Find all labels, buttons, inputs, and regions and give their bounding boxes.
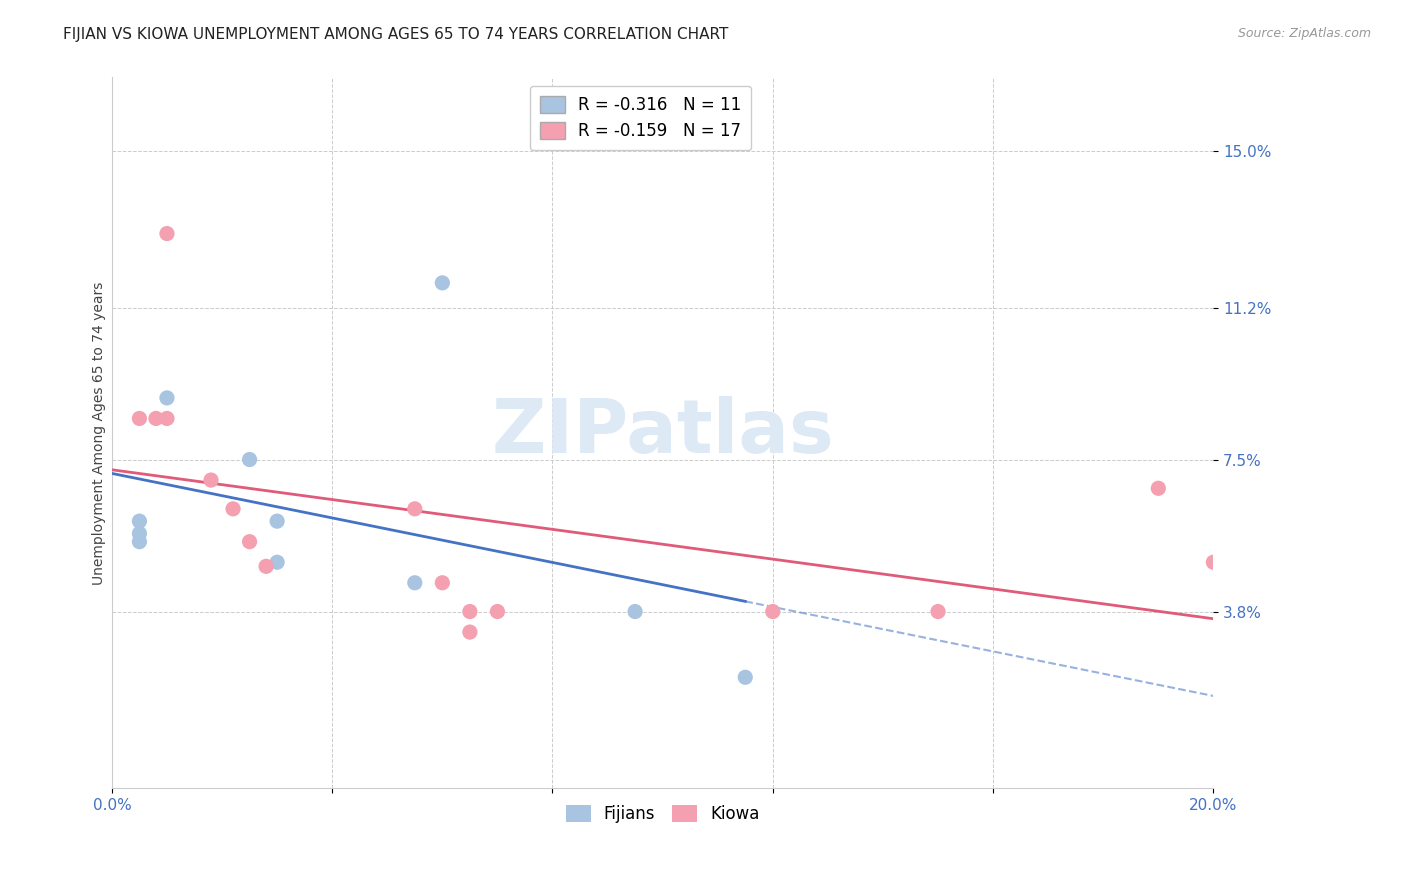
Point — [1147, 481, 1170, 495]
Point — [254, 559, 277, 574]
Point — [128, 411, 150, 425]
Point — [432, 276, 454, 290]
Point — [128, 526, 150, 541]
Point — [624, 605, 647, 619]
Point — [404, 575, 426, 590]
Point — [156, 391, 179, 405]
Text: FIJIAN VS KIOWA UNEMPLOYMENT AMONG AGES 65 TO 74 YEARS CORRELATION CHART: FIJIAN VS KIOWA UNEMPLOYMENT AMONG AGES … — [63, 27, 728, 42]
Point — [156, 227, 179, 241]
Point — [239, 452, 262, 467]
Point — [239, 534, 262, 549]
Legend: Fijians, Kiowa: Fijians, Kiowa — [558, 798, 766, 830]
Text: Source: ZipAtlas.com: Source: ZipAtlas.com — [1237, 27, 1371, 40]
Point — [266, 555, 288, 569]
Point — [156, 411, 179, 425]
Point — [1202, 555, 1225, 569]
Point — [432, 575, 454, 590]
Point — [145, 411, 167, 425]
Y-axis label: Unemployment Among Ages 65 to 74 years: Unemployment Among Ages 65 to 74 years — [93, 281, 107, 584]
Point — [927, 605, 949, 619]
Point — [404, 501, 426, 516]
Text: ZIPatlas: ZIPatlas — [491, 396, 834, 469]
Point — [222, 501, 245, 516]
Point — [266, 514, 288, 528]
Point — [458, 605, 481, 619]
Point — [128, 534, 150, 549]
Point — [486, 605, 509, 619]
Point — [128, 514, 150, 528]
Point — [458, 625, 481, 640]
Point — [200, 473, 222, 487]
Point — [734, 670, 756, 684]
Point — [762, 605, 785, 619]
